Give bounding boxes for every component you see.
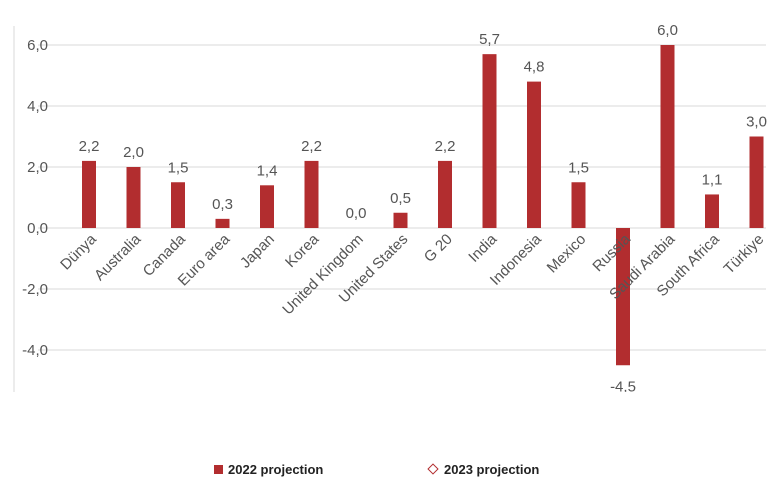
bar [660,45,675,228]
data-label: 6,0 [657,22,678,39]
data-label: 2,0 [123,144,144,161]
bar [82,160,96,228]
bar [616,228,630,366]
data-label: 1,1 [702,171,723,188]
category-label: Dünya [57,230,100,273]
data-label: 4,8 [524,59,545,76]
data-label: 2,2 [301,138,322,155]
y-tick-label: 0,0 [27,220,48,237]
gridlines [38,44,766,351]
category-label: Korea [282,230,323,271]
bar [438,160,452,228]
data-label: 1,5 [168,159,189,176]
data-label: 0,0 [346,205,367,222]
bar [260,185,274,228]
bar [749,136,764,228]
bar [482,54,497,229]
category-label: Mexico [544,231,590,277]
bar [393,212,408,228]
bar [215,218,230,228]
data-label: 2,2 [79,138,100,155]
legend-item-2023: 2023 projection [427,459,539,479]
y-tick-label: 2,0 [27,159,48,176]
legend-label-2022: 2022 projection [228,461,324,477]
category-label: India [465,230,500,265]
data-label: -4,5 [610,378,636,395]
data-label: 2,2 [435,138,456,155]
data-label: 1,5 [568,159,589,176]
category-label: Türkiye [721,231,768,278]
legend-marker-2023 [427,463,439,475]
bar [304,160,319,228]
bar [171,182,185,228]
legend-item-2022: 2022 projection [214,459,323,479]
data-label: 5,7 [479,31,500,48]
category-label: G 20 [421,231,456,266]
legend-swatch-2022 [214,464,223,474]
data-label: 0,3 [212,196,233,213]
category-label: United Kingdom [279,231,366,318]
y-tick-labels: 6,0 4,0 2,0 0,0 -2,0 -4,0 [22,37,48,359]
data-label: 3,0 [746,114,767,131]
y-tick-label: -4,0 [22,342,48,359]
data-label: 1,4 [257,162,278,179]
bar [571,182,586,228]
bar [705,194,719,228]
y-tick-label: 4,0 [27,98,48,115]
bars [82,45,764,366]
category-label: Australia [91,230,145,284]
bar [527,81,541,228]
y-tick-label: 6,0 [27,37,48,54]
y-tick-label: -2,0 [22,281,48,298]
bar [126,167,141,228]
bar-chart: 6,0 4,0 2,0 0,0 -2,0 -4,0 2,2 2,0 1,5 0,3 1,4 2,2 0… [13,22,767,395]
data-labels: 2,2 2,0 1,5 0,3 1,4 2,2 0,0 0,5 2,2 5,7 4,8 1,5 -4,5… [79,22,767,395]
category-label: Japan [237,231,278,272]
legend-label-2023: 2023 projection [444,461,540,477]
data-label: 0,5 [390,190,411,207]
